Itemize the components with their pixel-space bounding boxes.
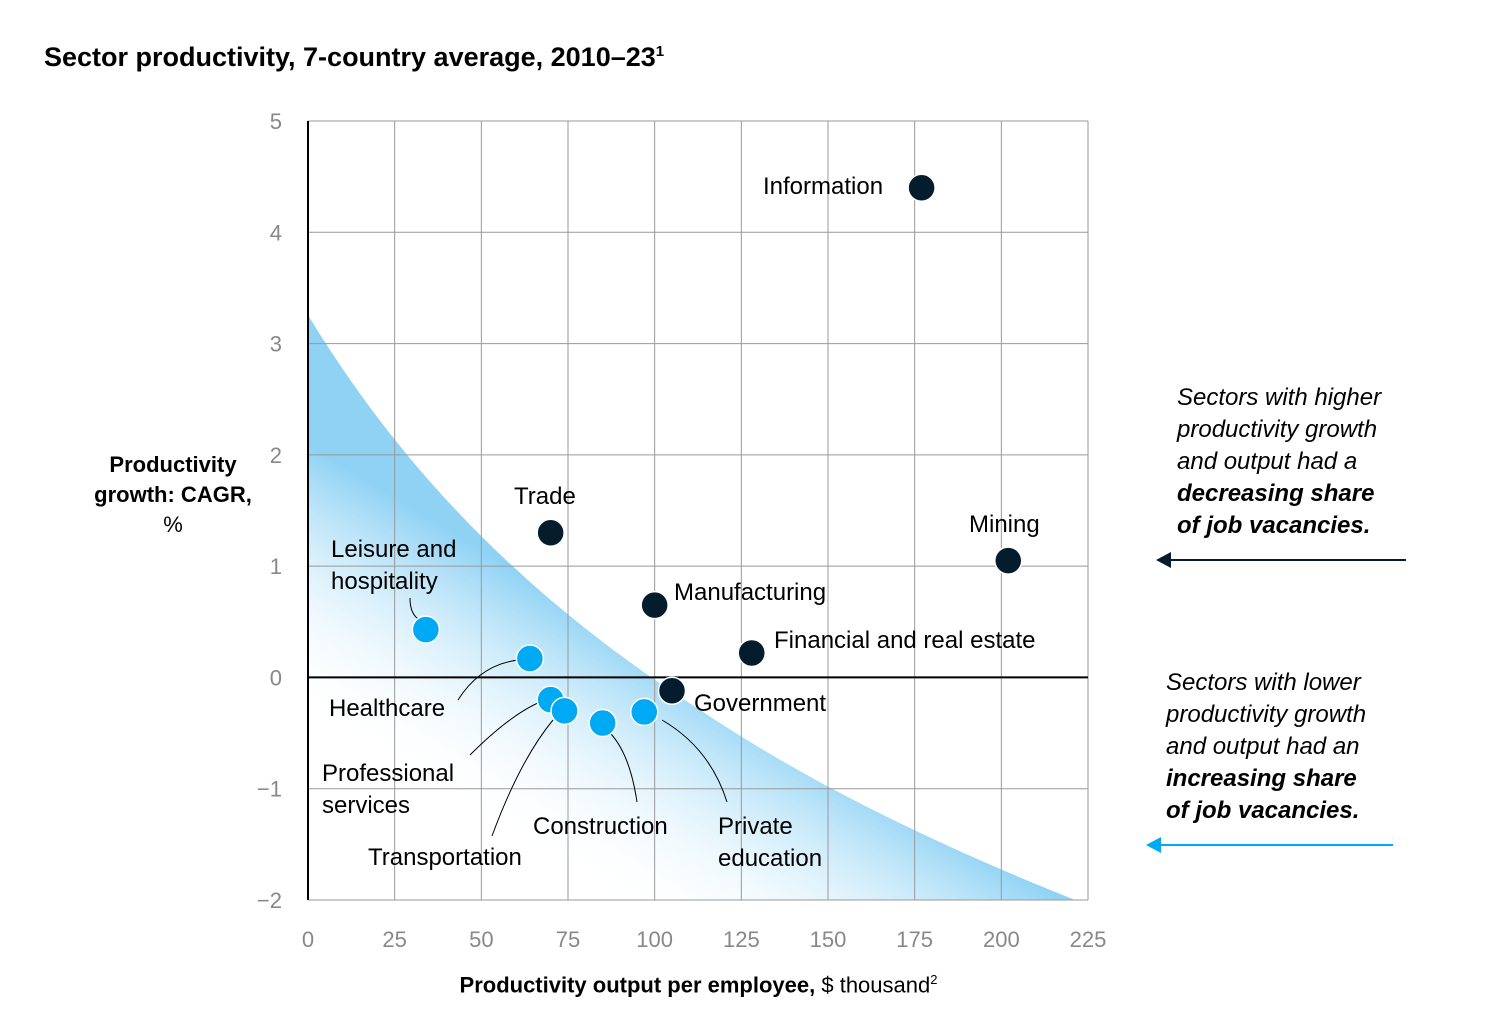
data-label: Leisure and xyxy=(331,536,456,563)
x-tick-label: 175 xyxy=(896,927,933,952)
x-tick-label: 125 xyxy=(723,927,760,952)
data-label: Healthcare xyxy=(329,695,445,722)
data-label: Mining xyxy=(969,511,1040,538)
arrow-higher-head xyxy=(1156,552,1171,568)
data-point xyxy=(657,676,687,706)
x-tick-label: 50 xyxy=(469,927,493,952)
data-label: services xyxy=(322,792,410,819)
leader-line xyxy=(457,659,519,701)
annotation-lower: Sectors with lower productivity growth and… xyxy=(1166,669,1367,824)
data-label: Information xyxy=(763,173,883,200)
shaded-region xyxy=(308,315,1075,900)
data-label: Government xyxy=(694,690,826,717)
data-label: Private xyxy=(718,813,793,840)
x-tick-label: 225 xyxy=(1070,927,1107,952)
arrow-lower-head xyxy=(1146,837,1161,853)
data-point xyxy=(515,644,545,673)
data-point xyxy=(411,615,441,644)
data-label: Professional xyxy=(322,760,454,787)
x-tick-label: 100 xyxy=(636,927,673,952)
data-label: Financial and real estate xyxy=(774,627,1036,654)
data-label: Construction xyxy=(533,813,668,840)
y-tick-label: 1 xyxy=(270,554,282,579)
data-point xyxy=(588,708,617,738)
data-label: Manufacturing xyxy=(674,579,826,606)
y-axis-label: Productivity growth: CAGR,% xyxy=(94,452,252,537)
data-point xyxy=(550,696,579,726)
data-point xyxy=(737,638,766,668)
data-point xyxy=(630,697,659,727)
x-tick-label: 25 xyxy=(382,927,406,952)
y-tick-label: −1 xyxy=(257,777,282,802)
data-point xyxy=(536,518,565,548)
chart-title: Sector productivity, 7-country average, … xyxy=(44,42,665,72)
data-point xyxy=(907,173,936,203)
x-tick-label: 0 xyxy=(302,927,314,952)
leader-line xyxy=(661,719,728,803)
x-tick-label: 200 xyxy=(983,927,1020,952)
y-tick-label: 2 xyxy=(270,443,282,468)
annotation-higher: Sectors with higher productivity growth an… xyxy=(1177,384,1382,539)
y-tick-label: 0 xyxy=(270,665,282,690)
x-tick-label: 75 xyxy=(556,927,580,952)
leader-line xyxy=(469,701,541,756)
data-point xyxy=(994,546,1023,575)
leader-line xyxy=(491,719,554,837)
data-label: education xyxy=(718,845,822,872)
y-tick-label: 3 xyxy=(270,332,282,357)
y-tick-label: 4 xyxy=(270,220,282,245)
y-tick-label: −2 xyxy=(257,888,282,913)
x-tick-label: 150 xyxy=(810,927,847,952)
data-label: hospitality xyxy=(331,568,438,595)
y-tick-label: 5 xyxy=(270,109,282,134)
data-label: Trade xyxy=(514,483,576,510)
x-axis-label: Productivity output per employee, $ thou… xyxy=(459,972,938,998)
leader-line xyxy=(610,733,638,803)
data-point xyxy=(640,590,669,620)
data-label: Transportation xyxy=(368,844,522,871)
